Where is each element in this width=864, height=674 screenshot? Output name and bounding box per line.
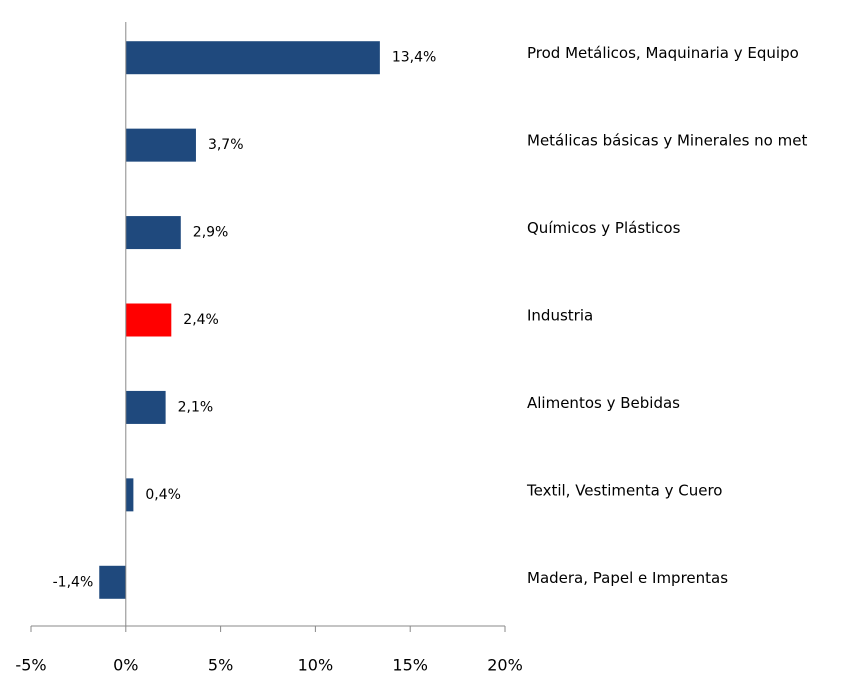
value-label: 2,1% bbox=[178, 399, 214, 415]
x-tick-label: 5% bbox=[208, 656, 233, 674]
value-label: 2,4% bbox=[183, 312, 219, 328]
value-label: 0,4% bbox=[145, 487, 181, 503]
x-tick-label: -5% bbox=[15, 656, 46, 674]
value-label: -1,4% bbox=[53, 574, 94, 590]
x-tick-label: 15% bbox=[392, 656, 428, 674]
bar bbox=[125, 303, 172, 337]
bar bbox=[125, 41, 380, 75]
value-label: 13,4% bbox=[392, 50, 436, 66]
category-label: Químicos y Plásticos bbox=[527, 219, 681, 237]
bar bbox=[99, 565, 126, 599]
value-label: 2,9% bbox=[193, 225, 229, 241]
x-tick-label: 10% bbox=[298, 656, 334, 674]
category-label: Metálicas básicas y Minerales no met bbox=[527, 132, 807, 150]
x-tick-label: 20% bbox=[487, 656, 523, 674]
category-label: Textil, Vestimenta y Cuero bbox=[526, 481, 722, 499]
category-label: Alimentos y Bebidas bbox=[527, 394, 680, 412]
value-label: 3,7% bbox=[208, 137, 244, 153]
x-tick-label: 0% bbox=[113, 656, 138, 674]
bar bbox=[125, 216, 181, 250]
category-label: Prod Metálicos, Maquinaria y Equipo bbox=[527, 44, 799, 62]
category-label: Industria bbox=[527, 307, 593, 325]
bar bbox=[125, 478, 134, 512]
category-label: Madera, Papel e Imprentas bbox=[527, 569, 728, 587]
bar bbox=[125, 390, 166, 424]
bar bbox=[125, 128, 196, 162]
